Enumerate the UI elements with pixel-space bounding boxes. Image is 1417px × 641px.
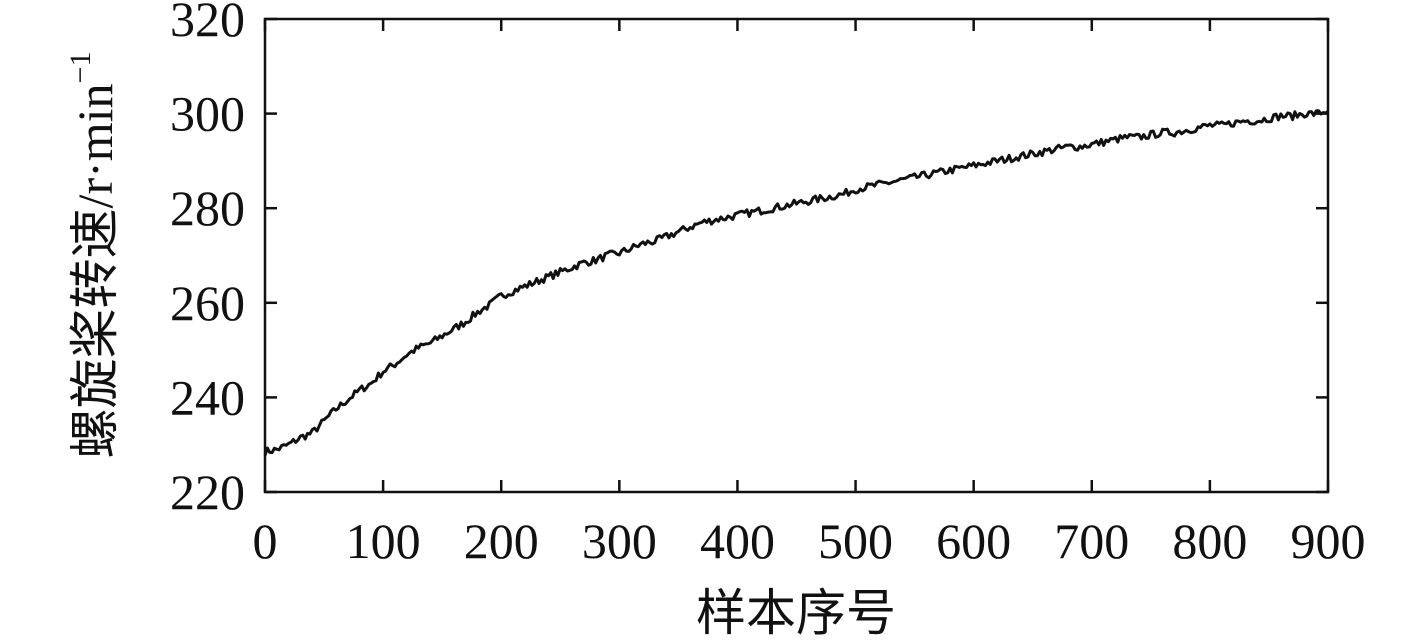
- y-tick-label: 260: [170, 275, 245, 331]
- x-axis-label: 样本序号: [696, 585, 896, 641]
- series-line: [263, 109, 1329, 457]
- x-axis-ticks: 0 100 200 300 400 500 600 700 800 900: [253, 19, 1366, 569]
- plot-frame: [263, 17, 1330, 494]
- y-tick-label: 280: [170, 180, 245, 236]
- y-tick-label: 300: [170, 86, 245, 142]
- x-tick-label: 100: [346, 513, 421, 569]
- y-tick-label: 240: [170, 369, 245, 425]
- x-tick-label: 400: [700, 513, 775, 569]
- x-tick-label: 300: [582, 513, 657, 569]
- x-tick-label: 200: [464, 513, 539, 569]
- y-tick-label: 320: [170, 0, 245, 47]
- x-tick-label: 700: [1054, 513, 1129, 569]
- x-tick-label: 500: [818, 513, 893, 569]
- x-tick-label: 800: [1172, 513, 1247, 569]
- y-tick-label: 220: [170, 464, 245, 520]
- x-tick-label: 600: [936, 513, 1011, 569]
- y-axis-label-exponent: −1: [64, 52, 97, 84]
- y-axis-ticks: 220 240 260 280 300 320: [170, 0, 1328, 520]
- x-tick-label: 900: [1291, 513, 1366, 569]
- x-tick-label: 0: [253, 513, 278, 569]
- y-axis-label: 螺旋桨转速/r·min−1: [64, 52, 123, 459]
